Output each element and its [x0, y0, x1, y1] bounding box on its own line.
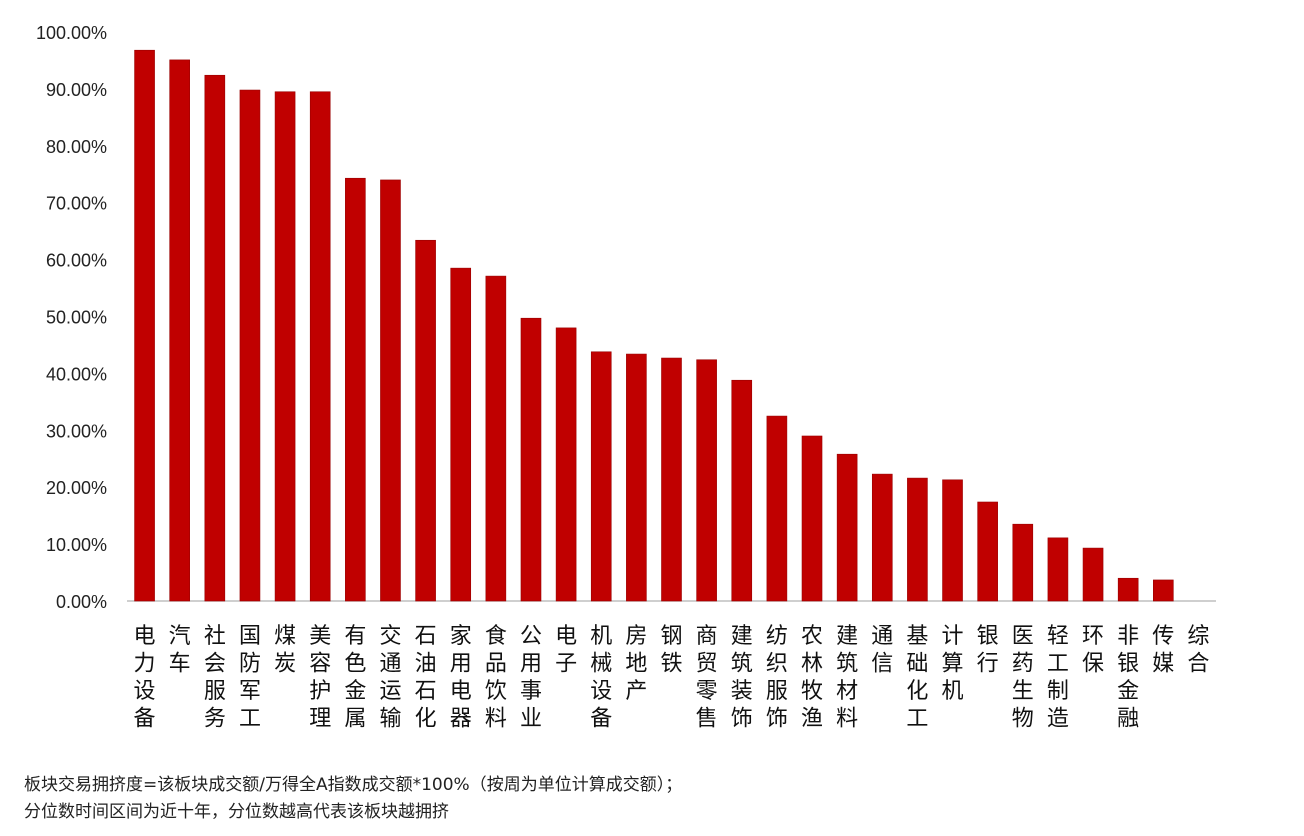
- bar: [555, 327, 577, 602]
- x-tick-label: 基础化工: [906, 624, 928, 732]
- bar: [1117, 577, 1139, 602]
- bar: [590, 351, 612, 602]
- x-tick-label: 国防军工: [239, 624, 261, 732]
- bar: [1012, 523, 1034, 602]
- x-tick-label: 家用电器: [450, 624, 472, 732]
- bar: [871, 473, 893, 602]
- x-tick-label: 医药生物: [1012, 624, 1034, 732]
- bar: [485, 275, 507, 602]
- y-tick-label: 60.00%: [46, 251, 107, 271]
- y-tick-label: 30.00%: [46, 421, 107, 441]
- x-tick-label: 电子: [555, 624, 577, 677]
- x-tick-label: 农林牧渔: [801, 624, 823, 732]
- bar: [836, 453, 858, 602]
- bar: [731, 379, 753, 602]
- x-tick-label: 环保: [1082, 624, 1104, 677]
- bar: [801, 435, 823, 602]
- x-tick-label: 公用事业: [520, 624, 542, 732]
- x-tick-label: 社会服务: [204, 624, 226, 732]
- x-tick-label: 建筑材料: [836, 624, 858, 732]
- x-tick-label: 机械设备: [590, 624, 612, 732]
- bar: [1047, 537, 1069, 602]
- x-tick-label: 纺织服饰: [766, 624, 788, 732]
- footnote-line-1: 板块交易拥挤度=该板块成交额/万得全A指数成交额*100%（按周为单位计算成交额…: [24, 775, 683, 795]
- bar: [626, 353, 647, 602]
- y-tick-label: 100.00%: [36, 23, 107, 43]
- x-tick-label: 综合: [1187, 624, 1209, 677]
- y-tick-label: 0.00%: [56, 592, 107, 612]
- bar: [1153, 579, 1174, 602]
- bar: [1082, 547, 1104, 602]
- y-tick-label: 40.00%: [46, 364, 107, 384]
- bar: [134, 49, 155, 602]
- bar: [907, 477, 928, 602]
- bar: [766, 415, 788, 602]
- x-tick-label: 非银金融: [1117, 624, 1139, 732]
- x-tick-label: 商贸零售: [696, 624, 718, 732]
- bar: [239, 89, 261, 602]
- y-tick-label: 10.00%: [46, 535, 107, 555]
- x-tick-label: 建筑装饰: [731, 624, 753, 732]
- bar: [169, 59, 190, 602]
- y-tick-label: 20.00%: [46, 478, 107, 498]
- y-tick-label: 50.00%: [46, 308, 107, 328]
- y-tick-label: 70.00%: [46, 194, 107, 214]
- x-tick-label: 交通运输: [379, 624, 401, 732]
- bar: [450, 267, 472, 602]
- x-tick-label: 钢铁: [660, 624, 682, 677]
- bar: [661, 357, 682, 602]
- bar: [520, 317, 542, 602]
- x-tick-label: 计算机: [942, 624, 964, 704]
- x-tick-label: 煤炭: [274, 624, 296, 677]
- bar: [345, 177, 366, 602]
- x-tick-label: 电力设备: [134, 624, 156, 732]
- y-tick-label: 90.00%: [46, 80, 107, 100]
- bar: [696, 359, 717, 602]
- bar: [415, 239, 436, 602]
- bar: [380, 179, 401, 602]
- bar: [977, 501, 998, 602]
- x-tick-label: 美容护理: [309, 624, 331, 732]
- footnote-line-2: 分位数时间区间为近十年，分位数越高代表该板块越拥挤: [24, 802, 449, 822]
- y-tick-label: 80.00%: [46, 137, 107, 157]
- x-tick-label: 有色金属: [344, 624, 366, 732]
- bar: [309, 91, 331, 602]
- bar: [204, 74, 226, 602]
- bar: [942, 479, 963, 602]
- x-tick-label: 石油石化: [415, 624, 437, 732]
- x-tick-label: 传媒: [1152, 624, 1174, 677]
- x-tick-label: 银行: [977, 624, 999, 677]
- x-tick-label: 通信: [871, 624, 893, 677]
- bar-chart: 0.00% 10.00% 20.00% 30.00% 40.00% 50.00% 60.00…: [36, 23, 1216, 732]
- x-tick-label: 房地产: [625, 624, 647, 704]
- x-tick-label: 轻工制造: [1047, 624, 1069, 732]
- x-tick-label: 汽车: [169, 624, 191, 677]
- x-tick-label: 食品饮料: [485, 624, 507, 732]
- bar: [274, 91, 296, 602]
